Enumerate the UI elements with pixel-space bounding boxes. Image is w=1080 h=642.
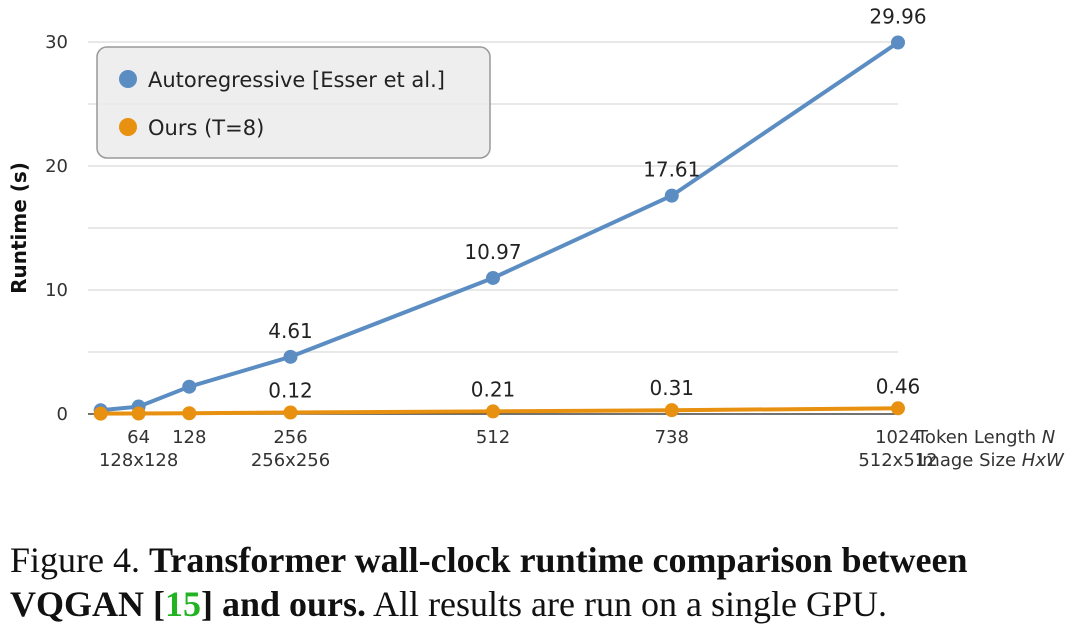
y-tick-label: 0 <box>57 404 68 425</box>
data-point <box>283 349 298 364</box>
caption-prefix: Figure 4. <box>10 540 149 580</box>
data-point <box>93 406 108 421</box>
x-tick-label: 1024 <box>875 427 921 448</box>
data-point <box>891 401 905 416</box>
data-point <box>131 406 146 421</box>
data-point <box>664 403 679 418</box>
legend-label-ours: Ours (T=8) <box>148 116 264 140</box>
data-label: 10.97 <box>464 240 521 264</box>
data-label: 0.46 <box>876 374 921 398</box>
data-point <box>486 270 500 285</box>
y-tick-labels: 0 10 20 30 <box>45 32 68 425</box>
legend-label-autoregressive: Autoregressive [Esser et al.] <box>148 68 445 92</box>
data-label: 4.61 <box>268 319 313 343</box>
x2-tick-label: 512x512 <box>858 450 937 471</box>
x-tick-label: 128 <box>172 427 206 448</box>
y-axis-label: Runtime (s) <box>7 162 31 294</box>
legend-marker-autoregressive <box>119 70 137 88</box>
legend-box <box>96 46 491 159</box>
caption-reference-link[interactable]: 15 <box>165 584 201 624</box>
x-tick-label: 64 <box>127 427 150 448</box>
x2-tick-label: 128x128 <box>99 450 178 471</box>
data-label: 0.12 <box>268 379 313 403</box>
y-tick-label: 30 <box>45 32 68 53</box>
data-point <box>182 379 197 394</box>
legend: Autoregressive [Esser et al.] Ours (T=8) <box>96 46 491 159</box>
data-point <box>182 406 197 421</box>
token-length-axis-name: Token Length N <box>916 427 1055 448</box>
y-tick-label: 20 <box>45 156 68 177</box>
x-tick-label: 256 <box>273 427 307 448</box>
data-label: 0.21 <box>471 377 516 401</box>
legend-marker-ours <box>119 118 137 136</box>
series-1: 0.12 0.21 0.31 0.46 <box>93 374 921 421</box>
caption-bold-2: ] and ours. <box>201 584 367 624</box>
x-tick-label: 512 <box>476 427 510 448</box>
data-point <box>664 188 679 203</box>
series-layer: 4.61 10.97 17.61 29.96 0.12 0.21 0.31 0.46 <box>93 4 927 421</box>
x2-tick-label: 256x256 <box>251 450 330 471</box>
data-point <box>283 405 298 420</box>
data-point <box>486 404 500 419</box>
data-label: 29.96 <box>869 4 926 28</box>
image-size-axis-name: Image Size HxW <box>917 450 1065 471</box>
figure-caption: Figure 4. Transformer wall-clock runtime… <box>10 538 1075 626</box>
data-label: 0.31 <box>650 376 695 400</box>
x-tick-label: 738 <box>655 427 689 448</box>
data-label: 17.61 <box>643 158 700 182</box>
y-tick-label: 10 <box>45 280 68 301</box>
caption-bold-1: Transformer wall-clock runtime compariso… <box>10 540 968 624</box>
caption-rest: All results are run on a single GPU. <box>366 584 887 624</box>
data-point <box>891 35 905 50</box>
